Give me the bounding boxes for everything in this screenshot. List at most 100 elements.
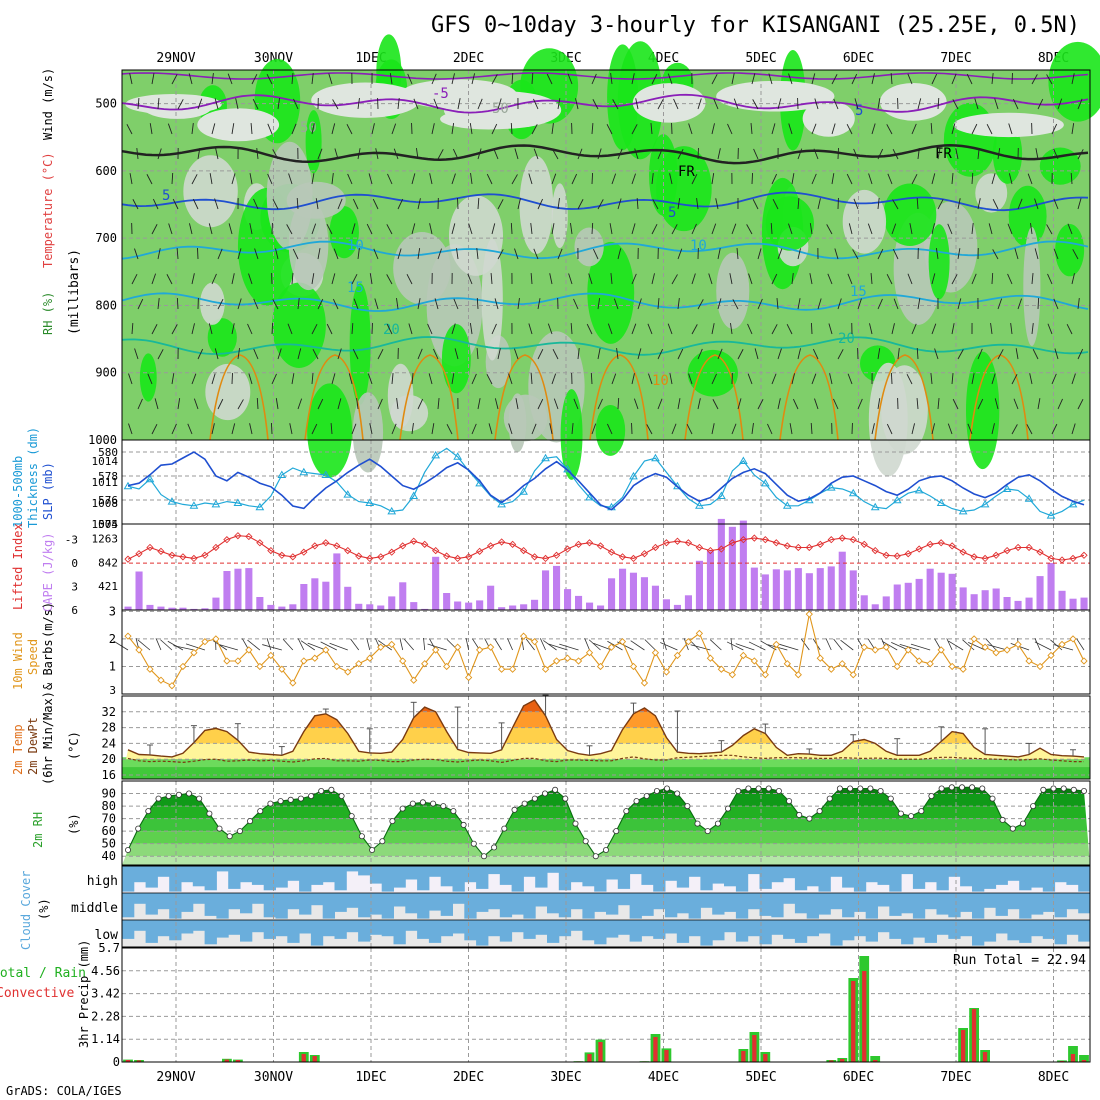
- wind-barb: [732, 299, 739, 310]
- cloud-bar: [771, 893, 784, 918]
- li-tick-label: 3: [71, 581, 78, 594]
- cape-bar: [487, 585, 495, 610]
- rh-blob: [440, 108, 538, 130]
- rh-point: [897, 810, 904, 817]
- wind-barb: [537, 398, 544, 410]
- cape-bar: [959, 587, 967, 610]
- wind-barb: [434, 298, 439, 310]
- wind-barb: [1077, 298, 1080, 310]
- cloud-bar: [724, 893, 737, 912]
- wind-barb: [291, 273, 294, 285]
- wind-barb: [549, 273, 553, 285]
- cloud-bar: [334, 920, 347, 939]
- cloud-bar: [842, 866, 855, 888]
- rh-point: [582, 838, 589, 845]
- wind-barb: [610, 273, 613, 285]
- wind-barb: [1007, 273, 1013, 285]
- cloud-bar: [440, 866, 453, 887]
- wind-barb: [697, 348, 703, 360]
- rh-blob: [205, 363, 251, 421]
- surface-wind-barb: [985, 639, 997, 651]
- wind-speed-point: [805, 610, 813, 618]
- wind-barb: [733, 98, 739, 110]
- wind-barb: [126, 124, 133, 135]
- surface-wind-barb: [1076, 638, 1085, 651]
- wind-barb: [451, 223, 456, 235]
- cape-bar: [827, 566, 835, 610]
- rh-point: [989, 795, 996, 802]
- cloud-bar: [369, 893, 383, 915]
- slp-point: [980, 499, 990, 508]
- cape-bar: [410, 602, 418, 610]
- cloud-bar: [995, 866, 1008, 885]
- surface-wind-barb: [840, 639, 854, 651]
- wind-speed-point: [915, 657, 923, 665]
- surface-wind-barb: [427, 643, 447, 651]
- wind-barb: [311, 223, 317, 235]
- wind-barb: [691, 223, 697, 235]
- contour-label: 20: [838, 331, 855, 347]
- wind-barb: [197, 348, 204, 360]
- cloud-bar: [488, 866, 501, 875]
- cloud-bar: [133, 893, 147, 904]
- cloud-bar: [405, 866, 418, 880]
- cape-bar: [1014, 600, 1022, 610]
- rh-blob: [183, 155, 238, 228]
- wind-barb: [176, 297, 179, 310]
- slp-point: [760, 478, 770, 487]
- wind-barb: [331, 123, 336, 135]
- cape-bar: [179, 607, 187, 610]
- wind-barb: [157, 298, 160, 310]
- wind-barb: [951, 123, 956, 135]
- wind-barb: [277, 98, 281, 110]
- rh-point: [206, 810, 213, 817]
- cape-bar: [608, 578, 616, 610]
- wind-barb: [486, 173, 493, 185]
- wind-barb: [791, 273, 794, 285]
- cloud-bar: [912, 893, 926, 919]
- wind-barb: [937, 398, 940, 410]
- rh-point: [877, 788, 884, 795]
- wind-barb: [971, 172, 974, 185]
- wind-barb: [456, 248, 459, 260]
- wind-barb: [510, 122, 513, 135]
- cloud-bar: [712, 866, 725, 884]
- wind-barb: [1077, 198, 1082, 210]
- wind-barb: [992, 198, 999, 210]
- cloud-bar: [381, 866, 394, 892]
- wind-barb: [231, 123, 235, 135]
- rh-point: [521, 800, 528, 807]
- wind-barb: [575, 98, 579, 110]
- li-point: [1069, 554, 1077, 563]
- surface-wind-barb: [160, 639, 173, 651]
- precip-convective-bar: [829, 1060, 834, 1062]
- cloud-bar: [948, 866, 961, 877]
- temp-band: [122, 700, 1090, 712]
- wind-speed-point: [618, 638, 627, 646]
- wind-barb: [717, 248, 721, 260]
- rh-blob: [879, 82, 947, 121]
- rh-blob: [716, 252, 750, 329]
- rh-blob: [928, 224, 950, 300]
- cape-bar: [838, 551, 846, 610]
- wind-barb: [337, 198, 343, 210]
- wind-barb: [891, 323, 895, 335]
- cape-bar: [135, 571, 143, 610]
- wind-barb: [907, 73, 913, 85]
- wind-barb: [713, 98, 719, 110]
- rh-blob: [349, 283, 371, 405]
- wind-barb: [1051, 423, 1058, 435]
- wind-barb: [611, 373, 617, 385]
- pressure-tick-label: 1000: [88, 433, 117, 447]
- cloud-bar: [476, 866, 489, 889]
- surface-wind-barb: [948, 640, 964, 651]
- wind-barb: [893, 298, 899, 310]
- rh-blob: [441, 324, 471, 394]
- wind-barb: [334, 148, 339, 160]
- wind-barb: [657, 348, 664, 360]
- wind-barb: [1031, 74, 1038, 85]
- wind-barb: [517, 198, 521, 210]
- wind-barb: [811, 173, 817, 185]
- li-point: [508, 540, 517, 548]
